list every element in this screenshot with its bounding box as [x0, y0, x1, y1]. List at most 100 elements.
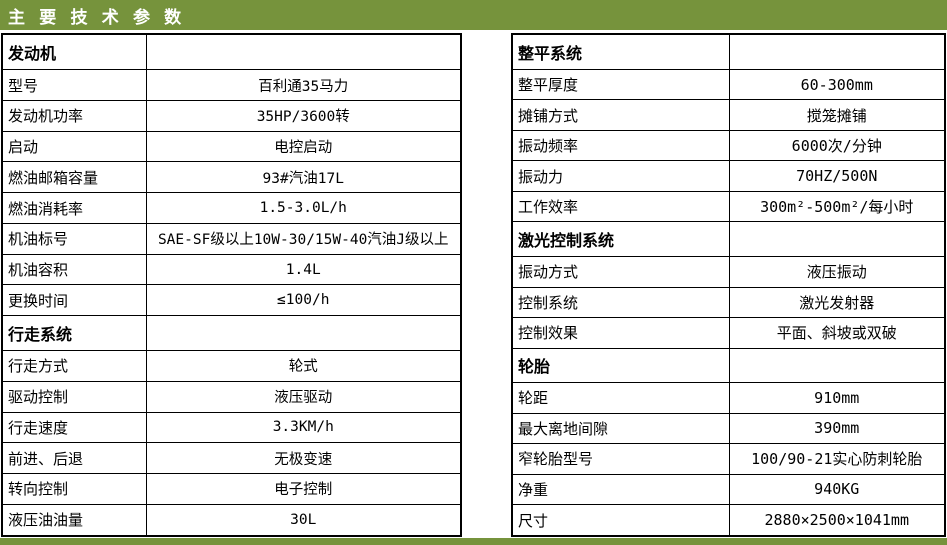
- spec-value: 35HP/3600转: [145, 99, 462, 132]
- spec-label: 机油标号: [1, 222, 147, 255]
- spec-label: 更换时间: [1, 284, 147, 317]
- spec-value: 搅笼摊铺: [728, 99, 946, 131]
- spec-value: 910mm: [728, 382, 946, 414]
- spec-value: 3.3KM/h: [145, 411, 462, 444]
- spec-value: 液压振动: [728, 256, 946, 288]
- spec-label: 前进、后退: [1, 442, 147, 475]
- spec-section-label: 整平系统: [511, 33, 730, 70]
- spec-label: 驱动控制: [1, 380, 147, 413]
- table-row: 行走速度 3.3KM/h: [1, 411, 462, 444]
- spec-label: 启动: [1, 130, 147, 163]
- spec-label: 窄轮胎型号: [511, 443, 730, 475]
- spec-value: ≤100/h: [145, 284, 462, 317]
- spec-label: 振动频率: [511, 129, 730, 162]
- table-row: 净重 940KG: [511, 473, 946, 506]
- spec-value: 70HZ/500N: [728, 160, 946, 192]
- table-row: 整平厚度 60-300mm: [511, 68, 946, 101]
- table-row: 燃油消耗率 1.5-3.0L/h: [1, 192, 462, 224]
- spec-label: 摊铺方式: [511, 99, 730, 131]
- spec-value: 激光发射器: [728, 286, 946, 319]
- spec-label: 净重: [511, 473, 730, 506]
- table-row: 液压油油量 30L: [1, 503, 462, 537]
- table-row: 发动机功率 35HP/3600转: [1, 99, 462, 132]
- spec-label: 发动机功率: [1, 99, 147, 132]
- spec-section-label: 发动机: [1, 33, 147, 71]
- right-spec-table: 整平系统 整平厚度 60-300mm 摊铺方式 搅笼摊铺 振动频率 6000次/分钟 …: [511, 33, 946, 537]
- spec-value: 1.5-3.0L/h: [145, 192, 462, 224]
- spec-value: 平面、斜坡或双破: [728, 317, 946, 349]
- spec-value: 60-300mm: [728, 68, 946, 101]
- spec-label: 工作效率: [511, 190, 730, 223]
- section-title-bar: 主 要 技 术 参 数: [0, 0, 947, 30]
- table-row: 控制系统 激光发射器: [511, 286, 946, 319]
- table-row: 更换时间 ≤100/h: [1, 284, 462, 317]
- table-row: 工作效率 300m²-500m²/每小时: [511, 190, 946, 223]
- spec-value: 940KG: [728, 473, 946, 506]
- spec-label: 整平厚度: [511, 68, 730, 101]
- table-row: 轮胎: [511, 347, 946, 384]
- table-row: 轮距 910mm: [511, 382, 946, 414]
- spec-value: 2880×2500×1041mm: [728, 504, 946, 537]
- spec-label: 行走方式: [1, 350, 147, 382]
- table-row: 激光控制系统: [511, 221, 946, 258]
- table-row: 前进、后退 无极变速: [1, 442, 462, 475]
- spec-label: 轮距: [511, 382, 730, 414]
- spec-value: 电控启动: [145, 130, 462, 163]
- spec-value: 电子控制: [145, 473, 462, 505]
- spec-value: 93#汽油17L: [145, 161, 462, 194]
- spec-value: 无极变速: [145, 442, 462, 475]
- spec-section-label: 行走系统: [1, 315, 147, 352]
- table-row: 发动机: [1, 33, 462, 71]
- spec-label: 振动力: [511, 160, 730, 192]
- table-row: 控制效果 平面、斜坡或双破: [511, 317, 946, 349]
- spec-value: 300m²-500m²/每小时: [728, 190, 946, 223]
- table-row: 机油容积 1.4L: [1, 253, 462, 286]
- table-row: 型号 百利通35马力: [1, 69, 462, 101]
- table-row: 转向控制 电子控制: [1, 473, 462, 505]
- spec-value: 390mm: [728, 412, 946, 445]
- spec-label: 振动方式: [511, 256, 730, 288]
- spec-label: 控制效果: [511, 317, 730, 349]
- table-row: 窄轮胎型号 100/90-21实心防刺轮胎: [511, 443, 946, 475]
- spec-label: 转向控制: [1, 473, 147, 505]
- bottom-accent-bar: [0, 538, 947, 545]
- spec-label: 机油容积: [1, 253, 147, 286]
- table-row: 燃油邮箱容量 93#汽油17L: [1, 161, 462, 194]
- table-row: 行走方式 轮式: [1, 350, 462, 382]
- spec-value: 30L: [145, 503, 462, 537]
- spec-value: [728, 221, 946, 258]
- table-row: 最大离地间隙 390mm: [511, 412, 946, 445]
- spec-value: 1.4L: [145, 253, 462, 286]
- spec-value: 100/90-21实心防刺轮胎: [728, 443, 946, 475]
- page-title: 主 要 技 术 参 数: [8, 7, 184, 28]
- spec-value: 轮式: [145, 350, 462, 382]
- spec-value: [145, 315, 462, 352]
- table-row: 驱动控制 液压驱动: [1, 380, 462, 413]
- spec-value: 液压驱动: [145, 380, 462, 413]
- spec-label: 燃油消耗率: [1, 192, 147, 224]
- table-row: 振动力 70HZ/500N: [511, 160, 946, 192]
- spec-value: [145, 33, 462, 71]
- table-row: 尺寸 2880×2500×1041mm: [511, 504, 946, 537]
- spec-label: 液压油油量: [1, 503, 147, 537]
- spec-label: 控制系统: [511, 286, 730, 319]
- spec-label: 型号: [1, 69, 147, 101]
- spec-label: 燃油邮箱容量: [1, 161, 147, 194]
- spec-value: [728, 33, 946, 70]
- spec-value: SAE-SF级以上10W-30/15W-40汽油J级以上: [145, 222, 462, 255]
- spec-label: 尺寸: [511, 504, 730, 537]
- table-row: 启动 电控启动: [1, 130, 462, 163]
- spec-label: 最大离地间隙: [511, 412, 730, 445]
- spec-label: 行走速度: [1, 411, 147, 444]
- spec-value: 6000次/分钟: [728, 129, 946, 162]
- leveling-and-chassis-spec-table: 整平系统 整平厚度 60-300mm 摊铺方式 搅笼摊铺 振动频率 6000次/分钟 …: [511, 33, 946, 537]
- engine-and-drive-spec-table: 发动机 型号 百利通35马力 发动机功率 35HP/3600转 启动 电控启动 燃油邮…: [1, 33, 462, 537]
- table-row: 机油标号 SAE-SF级以上10W-30/15W-40汽油J级以上: [1, 222, 462, 255]
- table-row: 行走系统: [1, 315, 462, 352]
- spec-section-label: 激光控制系统: [511, 221, 730, 258]
- table-row: 振动频率 6000次/分钟: [511, 129, 946, 162]
- spec-section-label: 轮胎: [511, 347, 730, 384]
- table-row: 摊铺方式 搅笼摊铺: [511, 99, 946, 131]
- left-spec-table: 发动机 型号 百利通35马力 发动机功率 35HP/3600转 启动 电控启动 燃油邮…: [1, 33, 462, 537]
